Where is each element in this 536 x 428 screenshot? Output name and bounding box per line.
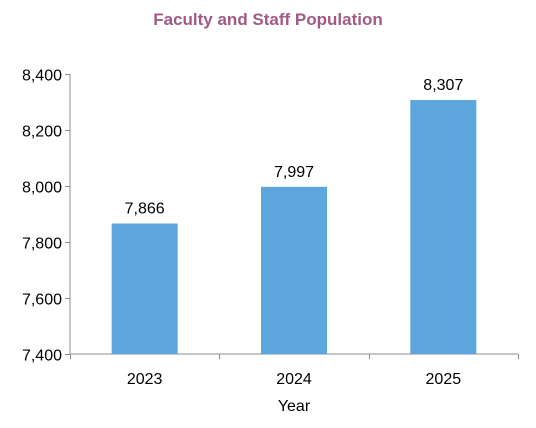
data-label-2023: 7,866 <box>125 201 165 218</box>
x-axis-title: Year <box>278 398 311 415</box>
data-label-2024: 7,997 <box>274 164 314 181</box>
x-tick-label-2024: 2024 <box>276 371 312 388</box>
x-tick-label-2023: 2023 <box>127 371 163 388</box>
y-tick-label: 8,200 <box>22 124 62 141</box>
y-tick-label: 7,800 <box>22 236 62 253</box>
y-tick-label: 7,400 <box>22 348 62 365</box>
chart-bars <box>111 100 477 354</box>
chart-title: Faculty and Staff Population <box>153 10 383 29</box>
y-tick-label: 7,600 <box>22 292 62 309</box>
y-tick-label: 8,400 <box>22 68 62 85</box>
bar-2025 <box>410 100 477 354</box>
bar-2024 <box>261 186 327 354</box>
chart-labels: 7,866 2023 7,997 2024 8,307 2025 Year <box>125 77 464 415</box>
bar-2023 <box>111 223 178 354</box>
data-label-2025: 8,307 <box>423 77 463 94</box>
x-tick-label-2025: 2025 <box>426 371 462 388</box>
chart-axes: 7,400 7,600 7,800 8,000 8,200 8,400 <box>22 68 519 365</box>
y-tick-label: 8,000 <box>22 180 62 197</box>
